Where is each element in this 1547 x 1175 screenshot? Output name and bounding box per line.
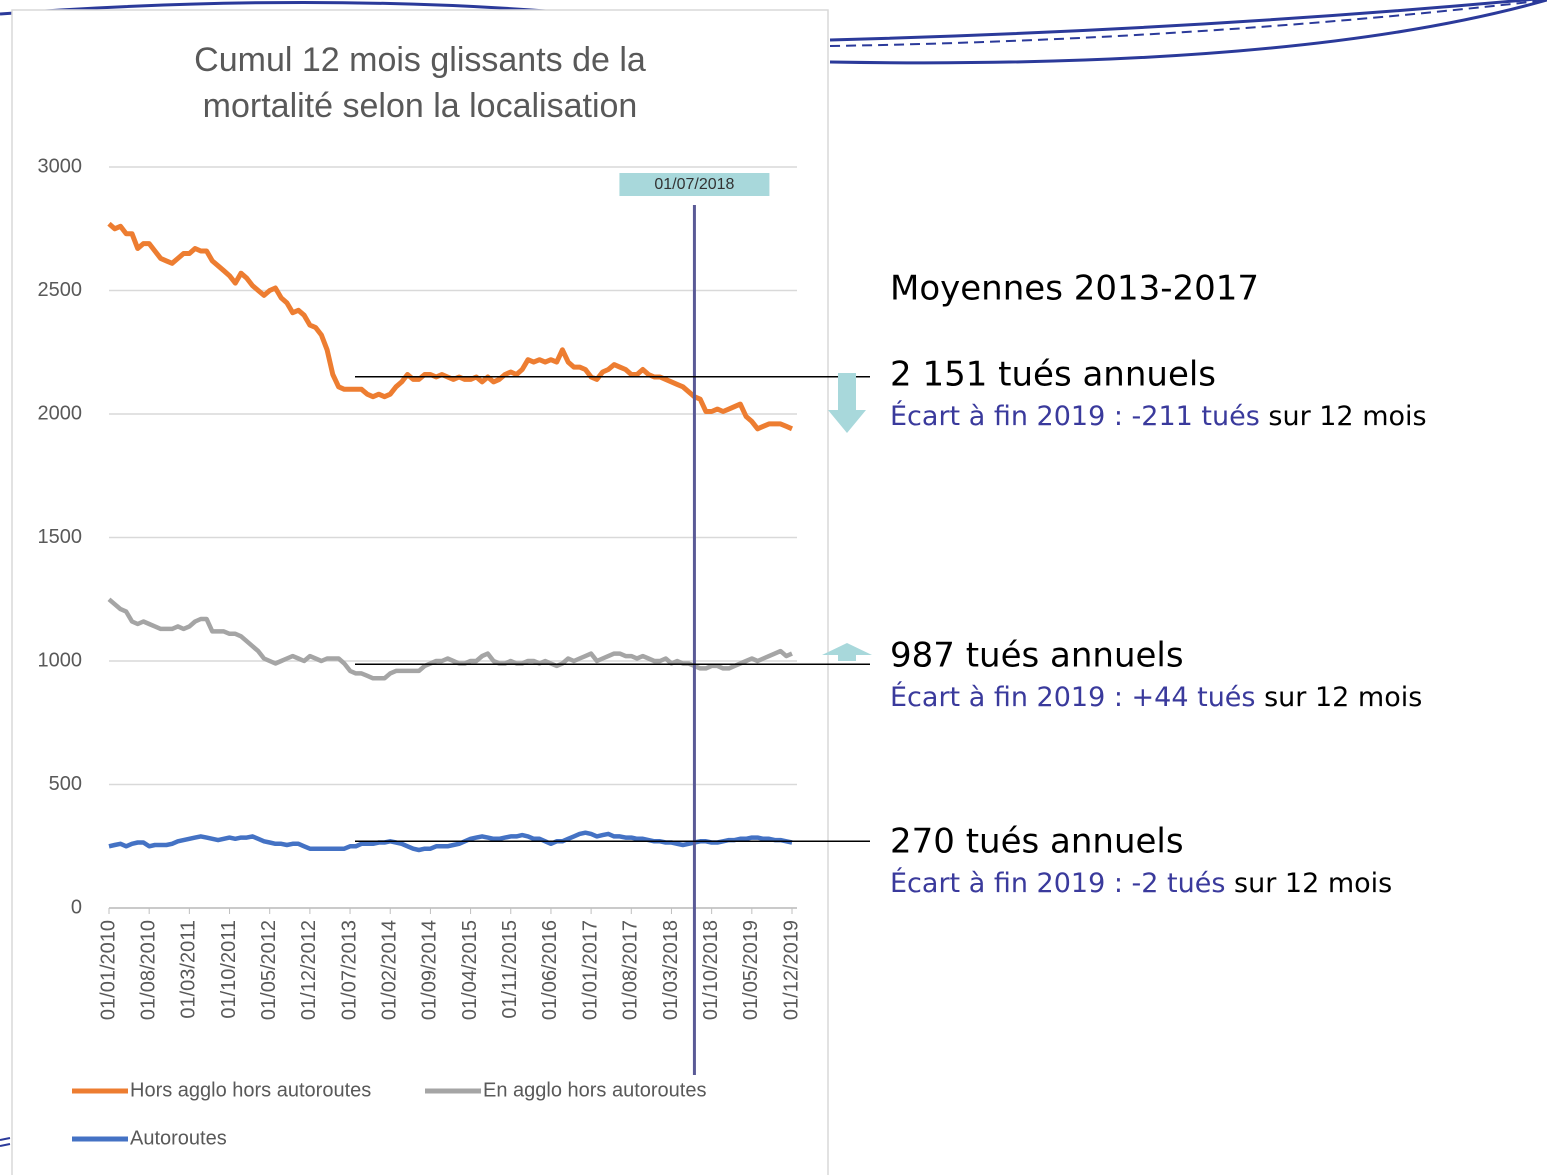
x-tick-label: 01/09/2014: [419, 920, 441, 1020]
y-tick-label: 500: [49, 773, 82, 795]
chart-panel: [11, 9, 829, 1175]
gap-label: Écart à fin 2019 : -211 tués sur 12 mois: [890, 400, 1427, 432]
series-line: [108, 830, 793, 853]
series-line: [107, 597, 793, 681]
average-label: 270 tués annuels: [890, 822, 1184, 862]
average-label: 987 tués annuels: [890, 636, 1184, 676]
x-tick-label: 01/03/2018: [660, 920, 682, 1020]
gap-label: Écart à fin 2019 : +44 tués sur 12 mois: [890, 681, 1422, 713]
x-tick-label: 01/05/2012: [258, 920, 280, 1020]
gap-prefix: Écart à fin 2019 :: [890, 400, 1123, 432]
marker-label: 01/07/2018: [654, 176, 734, 193]
decor-curve: [829, 0, 1547, 47]
x-tick-label: 01/01/2017: [579, 920, 601, 1020]
x-tick-label: 01/08/2017: [620, 920, 642, 1020]
gap-prefix: Écart à fin 2019 :: [890, 681, 1123, 713]
series-line: [107, 221, 794, 432]
gap-suffix: sur 12 mois: [1264, 682, 1422, 713]
gap-suffix: sur 12 mois: [1234, 868, 1392, 899]
x-tick-label: 01/07/2013: [338, 920, 360, 1020]
marker-label-box: [619, 173, 770, 196]
decor-curve: [829, 0, 1547, 65]
x-tick-label: 01/06/2016: [539, 920, 561, 1020]
x-tick-label: 01/10/2011: [218, 920, 240, 1019]
legend-label: Hors agglo hors autoroutes: [130, 1079, 371, 1101]
gap-label: Écart à fin 2019 : -2 tués sur 12 mois: [890, 867, 1392, 899]
x-tick-label: 01/04/2015: [459, 920, 481, 1020]
gap-value: -2 tués: [1132, 868, 1226, 899]
decor-curve: [0, 0, 561, 16]
y-tick-label: 0: [71, 896, 82, 918]
annotation-title: Moyennes 2013-2017: [890, 269, 1259, 309]
decor-curve: [0, 1137, 11, 1147]
gap-prefix: Écart à fin 2019 :: [890, 867, 1123, 899]
x-tick-label: 01/02/2014: [379, 920, 401, 1020]
gap-suffix: sur 12 mois: [1268, 401, 1426, 432]
gap-value: +44 tués: [1132, 682, 1256, 713]
x-tick-label: 01/08/2010: [137, 920, 159, 1020]
y-tick-label: 3000: [38, 155, 83, 177]
x-tick-label: 01/01/2010: [97, 920, 119, 1020]
y-tick-label: 1000: [38, 649, 83, 671]
x-tick-label: 01/12/2019: [780, 920, 802, 1020]
x-tick-label: 01/11/2015: [499, 920, 521, 1019]
legend-label: Autoroutes: [130, 1127, 227, 1149]
chart-title: mortalité selon la localisation: [203, 87, 638, 125]
y-tick-label: 2000: [38, 402, 83, 424]
y-tick-label: 1500: [38, 526, 83, 548]
y-tick-label: 2500: [38, 279, 83, 301]
average-label: 2 151 tués annuels: [890, 355, 1216, 395]
decor-curve: [829, 0, 1542, 42]
arrow-down: [828, 373, 866, 433]
chart-title: Cumul 12 mois glissants de la: [194, 41, 646, 79]
x-tick-label: 01/05/2019: [740, 920, 762, 1020]
x-tick-label: 01/10/2018: [700, 920, 722, 1020]
x-tick-label: 01/03/2011: [178, 920, 200, 1019]
gap-value: -211 tués: [1132, 401, 1260, 432]
legend-label: En agglo hors autoroutes: [483, 1079, 707, 1101]
arrow-up: [822, 643, 872, 661]
x-tick-label: 01/12/2012: [298, 920, 320, 1020]
